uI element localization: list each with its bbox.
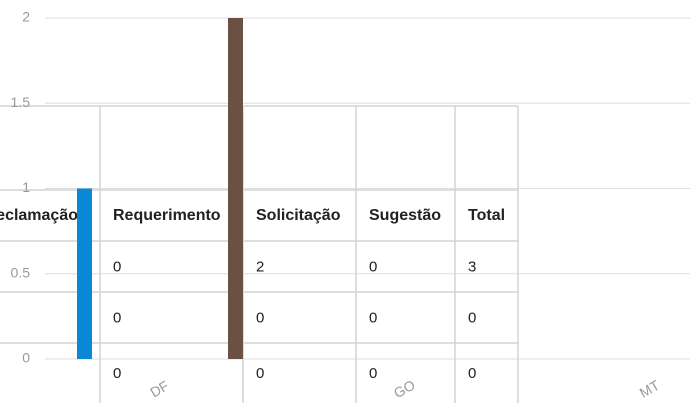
- table-cell: 0: [369, 258, 377, 275]
- y-tick-label: 0: [22, 350, 30, 366]
- y-tick-label: 1: [22, 179, 30, 195]
- x-tick-label: GO: [391, 376, 418, 401]
- table-header: Total: [468, 207, 505, 224]
- table-cell: 0: [256, 309, 264, 326]
- table-cell: 2: [256, 258, 264, 275]
- x-tick-label: DF: [147, 377, 171, 400]
- bar: [77, 188, 92, 359]
- x-tick-label: MT: [637, 377, 663, 401]
- table-cell: 0: [369, 365, 377, 382]
- table-header: Requerimento: [113, 207, 221, 224]
- table-cell: 0: [113, 258, 121, 275]
- table-header: Reclamação: [0, 207, 78, 224]
- y-tick-label: 0.5: [11, 264, 31, 280]
- table-cell: 3: [468, 258, 476, 275]
- table-cell: 0: [468, 309, 476, 326]
- table-header: Sugestão: [369, 207, 441, 224]
- y-tick-label: 1.5: [11, 94, 31, 110]
- table-cell: 0: [113, 309, 121, 326]
- table-cell: 0: [369, 309, 377, 326]
- table-header: Solicitação: [256, 207, 341, 224]
- table-cell: 0: [468, 365, 476, 382]
- bars: [77, 18, 243, 359]
- table-cell: 0: [113, 365, 121, 382]
- bar: [228, 18, 243, 359]
- y-tick-label: 2: [22, 9, 30, 25]
- grid: [45, 17, 690, 360]
- table-cell: 0: [256, 365, 264, 382]
